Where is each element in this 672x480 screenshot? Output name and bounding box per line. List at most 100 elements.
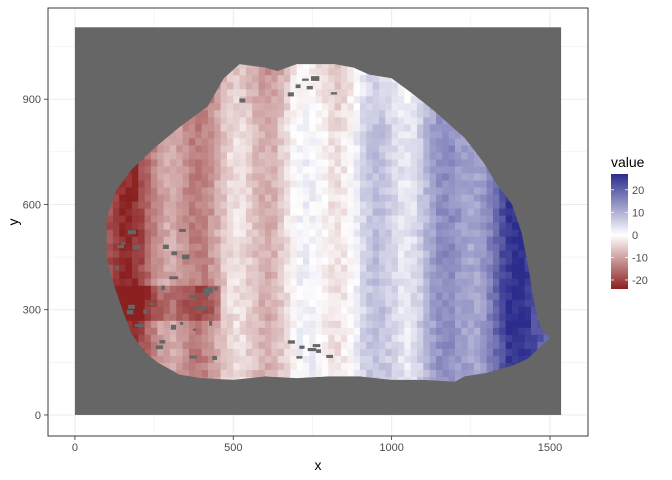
heatmap-cell — [486, 179, 494, 188]
heatmap-cell — [283, 172, 291, 181]
heatmap-cell — [328, 222, 336, 230]
heatmap-cell — [182, 313, 190, 321]
heatmap-cell — [347, 355, 355, 363]
heatmap-cell — [378, 207, 386, 216]
heatmap-cell — [233, 165, 241, 174]
heatmap-cell — [448, 334, 456, 342]
heatmap-cell — [321, 67, 329, 76]
heatmap-cell — [391, 229, 399, 237]
heatmap-cell — [188, 306, 196, 314]
heatmap-cell — [429, 369, 437, 377]
heatmap-cell — [214, 257, 222, 265]
heatmap-cell — [271, 88, 279, 97]
heatmap-cell — [473, 334, 481, 342]
y-tick-label: 600 — [23, 199, 41, 211]
heatmap-cell — [258, 123, 266, 132]
heatmap-cell — [252, 348, 260, 356]
heatmap-cell — [467, 186, 475, 195]
heatmap-cell — [157, 151, 165, 160]
heatmap-cell — [201, 369, 209, 377]
heatmap-cell — [214, 306, 222, 314]
heatmap-cell — [138, 165, 146, 174]
heatmap-cell — [454, 179, 462, 188]
heatmap-cell — [195, 327, 203, 335]
heatmap-cell — [461, 285, 469, 293]
heatmap-cell — [252, 109, 260, 118]
heatmap-cell — [328, 74, 336, 83]
heatmap-cell — [505, 236, 513, 244]
heatmap-cell — [207, 179, 215, 188]
heatmap-cell — [347, 271, 355, 279]
heatmap-cell — [372, 179, 380, 188]
heatmap-cell — [530, 348, 538, 356]
heatmap-cell — [176, 151, 184, 160]
heatmap-cell — [220, 320, 228, 328]
heatmap-cell — [296, 88, 304, 97]
heatmap-cell — [302, 327, 310, 335]
heatmap-cell — [372, 229, 380, 237]
heatmap-cell — [423, 369, 431, 377]
heatmap-cell — [404, 306, 412, 314]
heatmap-cell — [264, 130, 272, 139]
heatmap-cell — [302, 64, 310, 69]
heatmap-cell — [271, 130, 279, 139]
heatmap-cell — [169, 193, 177, 202]
heatmap-cell — [201, 334, 209, 342]
heatmap-cell — [524, 313, 532, 321]
heatmap-cell — [201, 271, 209, 279]
heatmap-cell — [480, 334, 488, 342]
heatmap-cell — [125, 186, 133, 195]
heatmap-cell — [416, 327, 424, 335]
heatmap-cell — [296, 236, 304, 244]
heatmap-cell — [366, 137, 374, 146]
heatmap-cell — [461, 299, 469, 307]
plot-panel-border — [47, 7, 589, 437]
heatmap-cell — [252, 222, 260, 230]
heatmap-cell — [239, 334, 247, 342]
heatmap-cell — [277, 207, 285, 216]
heatmap-cell — [207, 116, 215, 125]
heatmap-cell — [340, 306, 348, 314]
heatmap-cell — [188, 327, 196, 335]
missing-cell — [209, 320, 213, 326]
heatmap-cell — [220, 250, 228, 258]
heatmap-cell — [385, 193, 393, 202]
heatmap-cell — [473, 250, 481, 258]
heatmap-cell — [454, 137, 462, 146]
heatmap-cell — [245, 257, 253, 265]
heatmap-cell — [461, 165, 469, 174]
heatmap-cell — [138, 264, 146, 272]
heatmap-cell — [302, 299, 310, 307]
heatmap-cell — [366, 116, 374, 125]
heatmap-cell — [302, 369, 310, 377]
heatmap-cell — [220, 376, 228, 382]
heatmap-cell — [315, 285, 323, 293]
heatmap-cell — [239, 341, 247, 349]
heatmap-cell — [169, 214, 177, 223]
heatmap-cell — [188, 137, 196, 146]
heatmap-cell — [290, 67, 298, 76]
heatmap-cell — [378, 320, 386, 328]
heatmap-cell — [359, 179, 367, 188]
heatmap-cell — [448, 130, 456, 139]
heatmap-cell — [461, 313, 469, 321]
heatmap-cell — [106, 207, 114, 216]
heatmap-cell — [334, 271, 342, 279]
heatmap-cell — [347, 334, 355, 342]
heatmap-cell — [233, 292, 241, 300]
heatmap-cell — [416, 257, 424, 265]
heatmap-cell — [467, 236, 475, 244]
heatmap-cell — [315, 172, 323, 181]
heatmap-cell — [372, 355, 380, 363]
heatmap-cell — [347, 207, 355, 216]
heatmap-cell — [271, 144, 279, 153]
heatmap-cell — [328, 306, 336, 314]
heatmap-cell — [315, 214, 323, 223]
heatmap-cell — [271, 214, 279, 223]
heatmap-cell — [442, 250, 450, 258]
heatmap-cell — [176, 362, 184, 370]
heatmap-cell — [499, 327, 507, 335]
heatmap-cell — [245, 137, 253, 146]
heatmap-cell — [277, 355, 285, 363]
heatmap-cell — [283, 137, 291, 146]
